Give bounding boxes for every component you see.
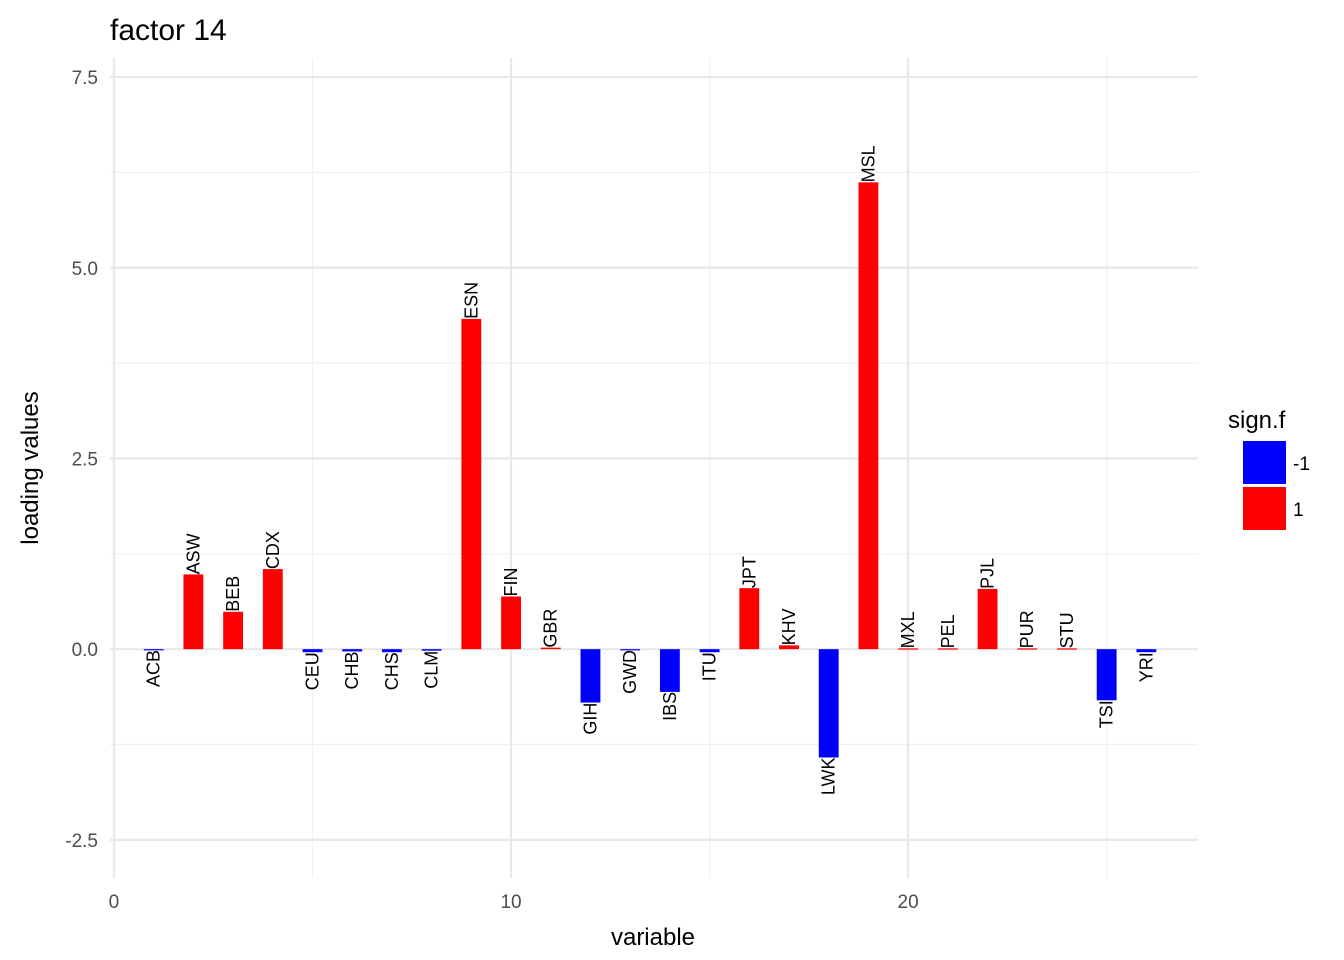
bar-label-pur: PUR (1017, 610, 1037, 648)
y-tick-label: 7.5 (72, 68, 98, 89)
bar-label-clm: CLM (422, 651, 442, 689)
bar-label-fin: FIN (501, 568, 521, 597)
bar-label-jpt: JPT (739, 556, 759, 588)
bar-label-mxl: MXL (898, 611, 918, 648)
bar-acb (143, 649, 164, 651)
bar-label-chs: CHS (382, 652, 402, 690)
y-tick-label: 2.5 (72, 449, 98, 470)
bar-label-msl: MSL (858, 145, 878, 182)
y-tick-label: 5.0 (72, 259, 98, 280)
grid (110, 58, 1198, 878)
bar-pjl (977, 588, 998, 650)
axes: -2.5 0.0 2.5 5.0 7.5 0 10 20 (65, 68, 918, 913)
bar-label-ceu: CEU (303, 652, 323, 690)
bar-beb (223, 611, 244, 650)
bar-cdx (262, 569, 283, 650)
bar-tsi (1096, 649, 1117, 701)
y-tick-label: 0.0 (72, 640, 98, 661)
bar-gih (580, 649, 601, 703)
bar-ceu (302, 649, 323, 653)
legend: sign.f -1 1 (1228, 407, 1310, 530)
bar-label-acb: ACB (144, 650, 164, 687)
bar-msl (858, 182, 879, 650)
bar-clm (421, 649, 442, 651)
bar-label-tsi: TSI (1097, 700, 1117, 728)
bar-itu (699, 649, 720, 653)
x-axis-title: variable (611, 924, 695, 951)
bar-chs (382, 649, 402, 653)
bar-label-pel: PEL (938, 614, 958, 648)
legend-title: sign.f (1228, 407, 1286, 434)
legend-label: -1 (1293, 454, 1310, 475)
legend-entries: -1 1 (1243, 441, 1310, 530)
bar-pel (937, 648, 958, 650)
x-tick-label: 20 (898, 892, 919, 913)
y-axis-title: loading values (17, 391, 44, 544)
bar-label-lwk: LWK (819, 757, 839, 795)
chart-title: factor 14 (110, 14, 227, 47)
bar-khv (779, 645, 799, 650)
legend-swatch (1243, 441, 1286, 484)
bar-label-cdx: CDX (263, 531, 283, 569)
bar-gbr (540, 647, 561, 650)
bar-label-stu: STU (1057, 612, 1077, 648)
bar-lwk (818, 649, 839, 758)
bars (143, 182, 1157, 758)
legend-swatch (1243, 487, 1286, 530)
bar-mxl (898, 648, 919, 650)
bar-label-beb: BEB (223, 576, 243, 612)
y-tick-label: -2.5 (65, 831, 98, 852)
bar-labels: ACB ASW BEB CDX CEU CHB CHS CLM ESN FIN GBR GIH GWD I… (144, 145, 1157, 795)
bar-label-yri: YRI (1136, 652, 1156, 682)
bar-chb (342, 649, 363, 652)
bar-jpt (739, 588, 760, 650)
bar-esn (461, 318, 482, 650)
bar-ibs (659, 649, 680, 692)
bar-label-ibs: IBS (660, 692, 680, 721)
bar-gwd (620, 649, 641, 651)
bar-asw (183, 574, 204, 650)
bar-label-pjl: PJL (978, 558, 998, 589)
x-tick-label: 10 (500, 892, 521, 913)
bar-label-asw: ASW (183, 533, 203, 574)
bar-label-chb: CHB (342, 651, 362, 689)
bar-label-gwd: GWD (620, 650, 640, 694)
bar-label-itu: ITU (700, 652, 720, 681)
bar-yri (1136, 649, 1157, 653)
bar-label-gih: GIH (580, 703, 600, 735)
bar-pur (1017, 648, 1038, 650)
bar-label-gbr: GBR (541, 609, 561, 648)
bar-label-khv: KHV (779, 608, 799, 645)
bar-fin (501, 596, 521, 650)
bar-stu (1057, 648, 1077, 650)
bar-label-esn: ESN (461, 282, 481, 319)
legend-label: 1 (1293, 500, 1304, 521)
x-tick-label: 0 (109, 892, 120, 913)
